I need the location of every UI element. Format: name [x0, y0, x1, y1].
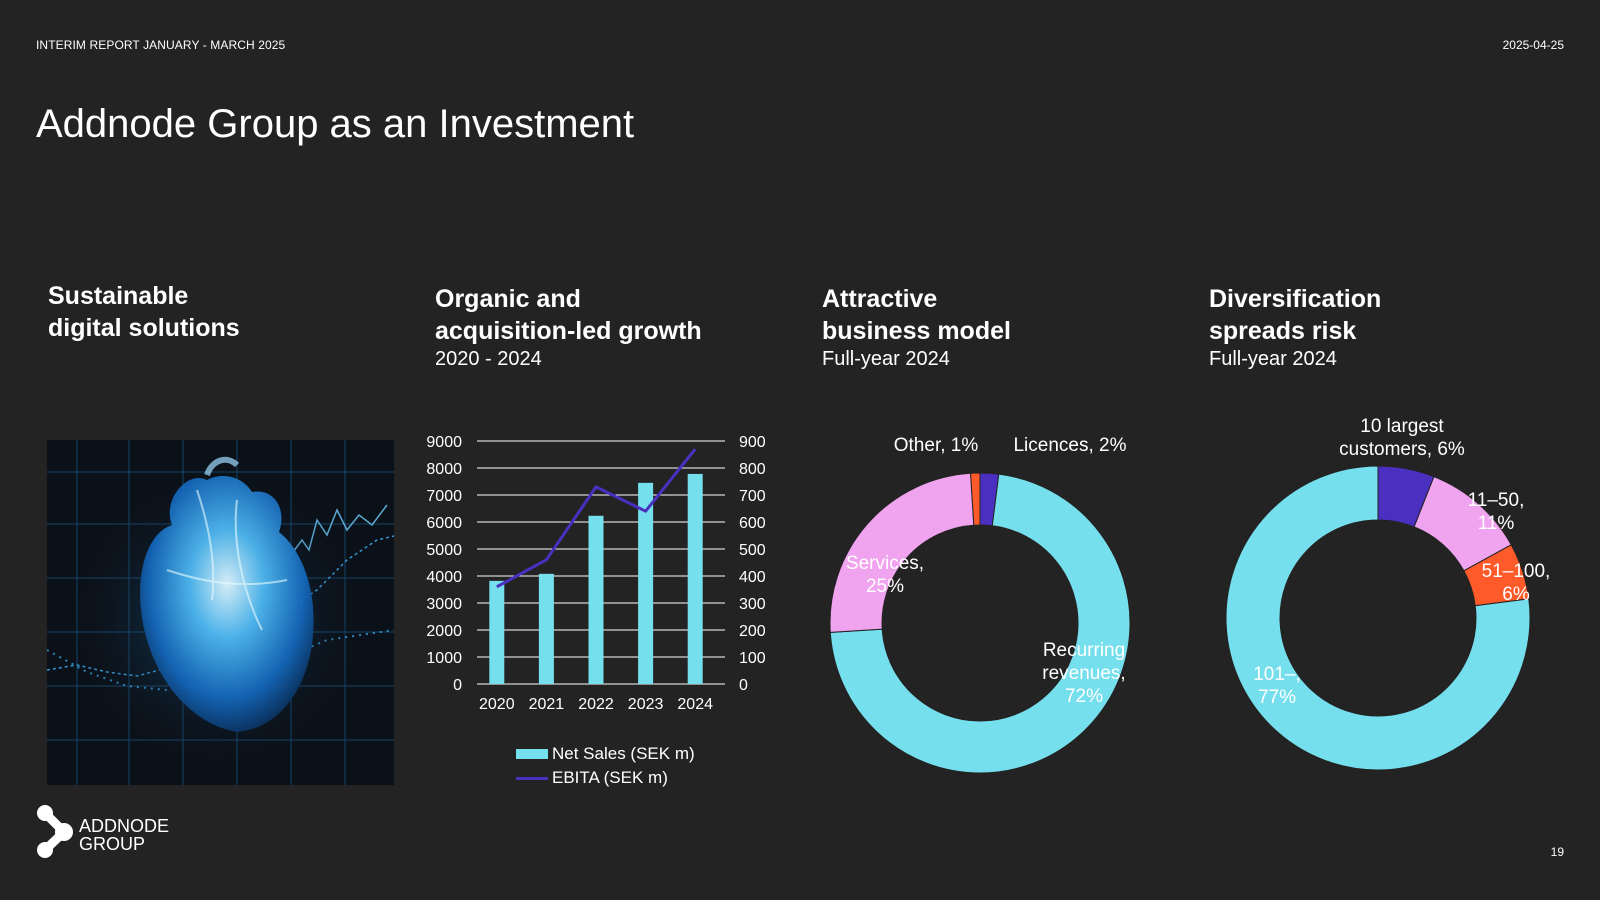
slice-label-line: 11–50, [1468, 490, 1525, 511]
page-number: 19 [1550, 845, 1564, 859]
slice-label: Services, 25% [846, 553, 924, 597]
logo-wordmark: ADDNODE GROUP [79, 817, 169, 853]
column-1-heading: Sustainable digital solutions [48, 280, 240, 344]
column-2-heading-line2: acquisition-led growth [435, 317, 702, 345]
business-model-donut: Licences, 2% Recurring revenues, 72% Service… [829, 435, 1131, 774]
ebita-line [496, 448, 697, 589]
donut-slice [970, 472, 981, 526]
slice-label-line: 101–, [1253, 664, 1301, 685]
net-sales-bar [638, 482, 654, 684]
column-4-heading-line1: Diversification [1209, 285, 1382, 313]
diversification-donut: 10 largest customers, 6%11–50, 11%51–100, 6… [1225, 416, 1550, 771]
legend-ebita-label: EBITA (SEK m) [552, 768, 668, 787]
column-2-heading: Organic and acquisition-led growth [435, 283, 702, 347]
legend-bar-swatch [516, 749, 548, 759]
slice-label: 10 largest customers, 6% [1339, 416, 1465, 460]
column-1-heading-line2: digital solutions [48, 314, 240, 342]
logo-line2: GROUP [79, 834, 146, 854]
y-left-tick-label: 4000 [426, 569, 462, 586]
y-left-tick-label: 1000 [426, 650, 462, 667]
report-label: INTERIM REPORT JANUARY - MARCH 2025 [36, 38, 286, 52]
slice-label-line: Services, [846, 553, 924, 574]
growth-chart: 0 1000 2000 3000 4000 5000 6000 7000 8000 9000 0 1… [426, 435, 766, 713]
slice-label-line: 77% [1258, 687, 1296, 708]
slice-label-line: revenues, [1042, 663, 1125, 684]
donut-slice [1225, 465, 1531, 771]
y-right-tick-label: 800 [739, 461, 766, 478]
slice-label-line: 51–100, [1482, 561, 1550, 582]
growth-chart-legend: Net Sales (SEK m) EBITA (SEK m) [516, 742, 695, 790]
page-title: Addnode Group as an Investment [36, 102, 635, 146]
digital-heart-image [47, 440, 394, 785]
slice-label-line: Other, 1% [894, 435, 979, 456]
x-tick-label: 2020 [479, 696, 515, 713]
column-2-heading-line1: Organic and [435, 285, 581, 313]
y-left-tick-label: 2000 [426, 623, 462, 640]
slice-label: Licences, 2% [1013, 435, 1126, 456]
x-tick-label: 2023 [628, 696, 664, 713]
slice-label: 51–100, 6% [1482, 561, 1550, 605]
y-right-tick-label: 700 [739, 488, 766, 505]
column-4-heading-line2: spreads risk [1209, 317, 1357, 345]
slice-label-line: 25% [866, 576, 904, 597]
donut-slice [829, 472, 975, 633]
legend-item-ebita: EBITA (SEK m) [516, 766, 695, 790]
column-1-heading-line1: Sustainable [48, 282, 189, 310]
slice-label-line: 11% [1478, 513, 1515, 534]
column-3-heading: Attractive business model [822, 283, 1011, 347]
addnode-logo: ADDNODE GROUP [34, 804, 184, 860]
slice-label: Recurring revenues, 72% [1042, 640, 1125, 707]
slice-label-line: customers, 6% [1339, 439, 1465, 460]
y-right-tick-label: 900 [739, 435, 766, 451]
column-3-subtitle: Full-year 2024 [822, 348, 950, 370]
legend-line-swatch [516, 776, 548, 780]
logo-line1: ADDNODE [79, 816, 170, 836]
y-right-tick-label: 300 [739, 596, 766, 613]
column-4-subtitle: Full-year 2024 [1209, 348, 1337, 370]
heart-illustration-icon [47, 440, 394, 785]
y-right-tick-label: 0 [739, 677, 748, 694]
y-left-tick-label: 5000 [426, 542, 462, 559]
x-tick-label: 2022 [578, 696, 614, 713]
column-3-heading-line2: business model [822, 317, 1011, 345]
column-4-heading: Diversification spreads risk [1209, 283, 1381, 347]
y-left-tick-label: 8000 [426, 461, 462, 478]
donut-slice [829, 473, 1131, 774]
y-right-tick-label: 200 [739, 623, 766, 640]
slice-label: Other, 1% [894, 435, 979, 456]
net-sales-bar [588, 515, 604, 684]
addnode-logo-icon [37, 805, 73, 858]
slice-label-line: Licences, 2% [1013, 435, 1126, 456]
y-right-tick-label: 500 [739, 542, 766, 559]
y-left-tick-label: 6000 [426, 515, 462, 532]
y-right-tick-label: 600 [739, 515, 766, 532]
y-left-tick-label: 3000 [426, 596, 462, 613]
net-sales-bar [538, 573, 554, 684]
slice-label-line: 72% [1065, 686, 1103, 707]
slice-label-line: 6% [1502, 584, 1530, 605]
slice-label-line: Recurring [1043, 640, 1125, 661]
net-sales-bar [687, 473, 703, 684]
y-left-tick-label: 9000 [426, 435, 462, 451]
y-left-tick-label: 7000 [426, 488, 462, 505]
column-3-heading-line1: Attractive [822, 285, 938, 313]
legend-net-sales-label: Net Sales (SEK m) [552, 744, 695, 763]
net-sales-bar [489, 580, 505, 684]
slice-label-line: 10 largest [1360, 416, 1444, 437]
slice-label: 11–50, 11% [1468, 490, 1525, 534]
x-tick-label: 2024 [677, 696, 713, 713]
slice-label: 101–, 77% [1253, 664, 1301, 708]
report-date: 2025-04-25 [1502, 38, 1564, 52]
y-right-tick-label: 100 [739, 650, 766, 667]
legend-item-net-sales: Net Sales (SEK m) [516, 742, 695, 766]
x-tick-label: 2021 [529, 696, 565, 713]
y-left-tick-label: 0 [453, 677, 462, 694]
y-right-tick-label: 400 [739, 569, 766, 586]
column-2-subtitle: 2020 - 2024 [435, 348, 542, 370]
